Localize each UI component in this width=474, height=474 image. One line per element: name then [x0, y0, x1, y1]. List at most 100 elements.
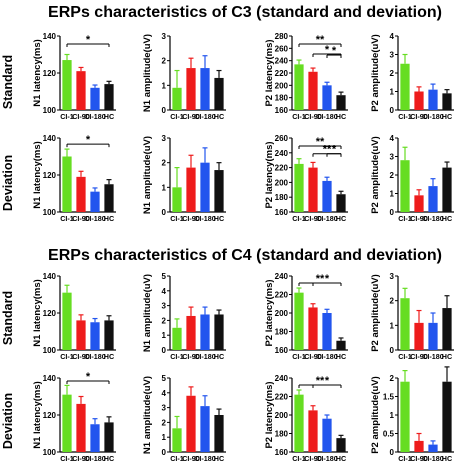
panel-c3-standard-n1-latency-ms-xtick-ci-180: CI-180 — [84, 112, 106, 121]
panel-c3-deviation-n1-latency-ms-ytick-label: 120 — [43, 171, 57, 180]
panel-c4-standard-n1-amplitude-uv-ytick-label: 5 — [162, 272, 167, 281]
panel-c4-deviation-n1-amplitude-uv-xtick-hc: HC — [214, 454, 224, 463]
panel-c4-deviation-p2-latency-ms-ytick-label: 180 — [275, 430, 289, 439]
panel-c4-standard-p2-latency-ms-ytick-label: 160 — [275, 346, 289, 355]
panel-c4-deviation-n1-latency-ms-ylabel: N1 latency(ms) — [32, 381, 43, 449]
panel-c4-standard-n1-latency-ms-xtick-ci-1: CI-1 — [60, 352, 74, 361]
panel-c3-standard-p2-latency-ms-ytick-label: 220 — [275, 69, 289, 78]
panel-c4-deviation-n1-amplitude-uv-ytick-label: 5 — [162, 374, 167, 383]
panel-c3-deviation-p2-amplitude-uv-ytick-label: 2 — [390, 171, 395, 180]
panel-c3-deviation-p2-amplitude-uv-bar-ci-180 — [428, 186, 438, 212]
panel-c3-deviation-n1-amplitude-uv-bar-hc — [214, 170, 224, 212]
panel-c3-deviation-p2-amplitude-uv-xtick-ci-1: CI-1 — [398, 214, 412, 223]
panel-c4-deviation-p2-amplitude-uv-xtick-ci-1: CI-1 — [398, 454, 412, 463]
panel-c3-standard-n1-amplitude-uv-xtick-ci-90: CI-90 — [182, 112, 200, 121]
panel-c3-deviation-p2-amplitude-uv-bar-ci-1 — [400, 160, 410, 212]
panel-c3-standard-p2-latency-ms-bar-ci-90 — [308, 71, 318, 110]
panel-c3-standard-n1-latency-ms-ytick-label: 120 — [43, 69, 57, 78]
panel-c3-deviation-n1-amplitude-uv-bar-ci-90 — [186, 167, 196, 212]
panel-c3-deviation-n1-amplitude-uv-xtick-hc: HC — [214, 214, 224, 223]
panel-c3-standard-n1-latency-ms-ylabel: N1 latency(ms) — [32, 39, 43, 107]
panel-c3-standard-n1-latency-ms-bar-ci-180 — [90, 87, 100, 110]
panel-c4-standard-p2-latency-ms-bar-ci-180 — [322, 313, 332, 350]
panel-c4-deviation-n1-latency-ms-xtick-ci-180: CI-180 — [84, 454, 106, 463]
panel-c4-deviation-p2-amplitude-uv-bar-hc — [442, 381, 452, 452]
panel-c4-standard-n1-latency-ms-bar-ci-1 — [62, 292, 72, 350]
panel-c4-standard-p2-amplitude-uv-bar-hc — [442, 308, 452, 350]
panel-c4-deviation-n1-amplitude-uv-ytick-label: 3 — [162, 404, 167, 413]
panel-c4-deviation-n1-amplitude-uv-ytick-label: 1 — [162, 433, 167, 442]
panel-c3-deviation-p2-latency-ms-xtick-hc: HC — [336, 214, 346, 223]
panel-c4-standard-p2-latency-ms-bar-hc — [336, 340, 346, 350]
panel-c3-standard-p2-latency-ms-bar-ci-180 — [322, 85, 332, 110]
panel-c4-standard-n1-latency-ms-bar-ci-180 — [90, 322, 100, 350]
panel-c3-deviation-n1-amplitude-uv-ytick-label: 3 — [162, 134, 167, 143]
panel-c3-standard-p2-latency-ms-ylabel: P2 latency(ms) — [264, 39, 275, 106]
panel-c3-deviation-n1-amplitude-uv-bar-ci-1 — [172, 187, 182, 212]
panel-c4-standard-n1-latency-ms-bar-ci-90 — [76, 320, 86, 350]
panel-c4-deviation-n1-amplitude-uv-xtick-ci-180: CI-180 — [194, 454, 216, 463]
panel-c4-standard-n1-latency-ms-ytick-label: 120 — [43, 309, 57, 318]
panel-c4-standard-n1-latency-ms-ytick-label: 100 — [43, 346, 57, 355]
panel-c3-standard-p2-latency-ms-ytick-label: 160 — [275, 106, 289, 115]
panel-c3-deviation-n1-amplitude-uv-ytick-label: 0 — [162, 208, 167, 217]
panel-c3-deviation-n1-latency-ms-xtick-hc: HC — [104, 214, 114, 223]
panel-c3-standard-p2-amplitude-uv-xtick-hc: HC — [442, 112, 452, 121]
panel-c4-standard-p2-amplitude-uv-bar-ci-90 — [414, 322, 424, 350]
panel-c3-standard-p2-amplitude-uv-ytick-label: 4 — [390, 32, 395, 41]
panel-c4-deviation-p2-amplitude-uv-xtick-ci-180: CI-180 — [422, 454, 444, 463]
panel-c4-deviation-n1-latency-ms-bar-ci-180 — [90, 424, 100, 452]
panel-c3-deviation-n1-amplitude-uv-bar-ci-180 — [200, 162, 210, 212]
panel-c4-standard-n1-latency-ms-ytick-label: 140 — [43, 272, 57, 281]
panel-c4-deviation-n1-amplitude-uv-xtick-ci-90: CI-90 — [182, 454, 200, 463]
panel-c3-deviation-p2-latency-ms-xtick-ci-90: CI-90 — [304, 214, 322, 223]
panel-c3-deviation-p2-latency-ms-ytick-label: 200 — [275, 178, 289, 187]
panel-c4-standard-n1-amplitude-uv-ytick-label: 0 — [162, 346, 167, 355]
panel-c4-standard-p2-latency-ms-xtick-ci-90: CI-90 — [304, 352, 322, 361]
panel-c3-standard-p2-amplitude-uv-xtick-ci-1: CI-1 — [398, 112, 412, 121]
panel-c3-standard-p2-amplitude-uv-ytick-label: 1 — [390, 88, 395, 97]
panel-c4-deviation-n1-latency-ms-bar-ci-1 — [62, 394, 72, 452]
panel-c4-deviation-p2-latency-ms-xtick-ci-1: CI-1 — [292, 454, 306, 463]
panel-c4-deviation-n1-latency-ms-ytick-label: 100 — [43, 448, 57, 457]
panel-c4-deviation-p2-amplitude-uv-ytick-label: 0.5 — [383, 430, 395, 439]
panel-c4-deviation-p2-latency-ms-sig-label: ** — [316, 375, 325, 387]
panel-c4-standard-p2-amplitude-uv-bar-ci-180 — [428, 322, 438, 350]
panel-c4-deviation-p2-amplitude-uv-ytick-label: 2 — [390, 374, 395, 383]
panel-c3-standard-n1-amplitude-uv-bar-ci-180 — [200, 68, 210, 110]
panel-c4-standard-p2-latency-ms-bar-ci-90 — [308, 307, 318, 350]
panel-c3-deviation-p2-amplitude-uv-ytick-label: 4 — [390, 134, 395, 143]
panel-c3-deviation-p2-latency-ms-ylabel: P2 latency(ms) — [264, 141, 275, 208]
panel-c3-standard-n1-amplitude-uv-ytick-label: 2 — [162, 57, 167, 66]
panel-c4-deviation-n1-latency-ms-xtick-ci-90: CI-90 — [72, 454, 90, 463]
panel-c3-standard-p2-latency-ms-ytick-label: 180 — [275, 94, 289, 103]
panel-c4-deviation-p2-latency-ms-xtick-hc: HC — [336, 454, 346, 463]
panel-c4-deviation-p2-amplitude-uv-bar-ci-90 — [414, 440, 424, 452]
panel-c4-standard-n1-amplitude-uv-bar-ci-1 — [172, 327, 182, 350]
panel-c4-standard-p2-latency-ms-xtick-ci-180: CI-180 — [316, 352, 338, 361]
panel-c3-standard-n1-latency-ms-bar-ci-1 — [62, 60, 72, 110]
panel-c4-standard-n1-amplitude-uv-bar-ci-90 — [186, 315, 196, 350]
panel-c4-deviation-n1-latency-ms-ytick-label: 120 — [43, 411, 57, 420]
panel-c3-standard-p2-amplitude-uv-ytick-label: 0 — [390, 106, 395, 115]
panel-c3-standard-n1-latency-ms-sig-label: * — [86, 34, 91, 46]
panel-c4-standard-p2-latency-ms-ytick-label: 200 — [275, 309, 289, 318]
panel-c3-standard-n1-latency-ms-xtick-ci-1: CI-1 — [60, 112, 74, 121]
panel-c4-deviation-p2-amplitude-uv-ytick-label: 1 — [390, 411, 395, 420]
row-label-c4-deviation: Deviation — [1, 393, 15, 449]
panel-c4-standard-n1-amplitude-uv-xtick-hc: HC — [214, 352, 224, 361]
panel-c4-deviation-p2-latency-ms-bar-hc — [336, 438, 346, 452]
panel-c3-standard-p2-latency-ms-xtick-ci-90: CI-90 — [304, 112, 322, 121]
panel-c3-standard-p2-amplitude-uv-bar-ci-180 — [428, 89, 438, 110]
panel-c3-deviation-p2-latency-ms-sig-label: ** — [316, 136, 325, 148]
